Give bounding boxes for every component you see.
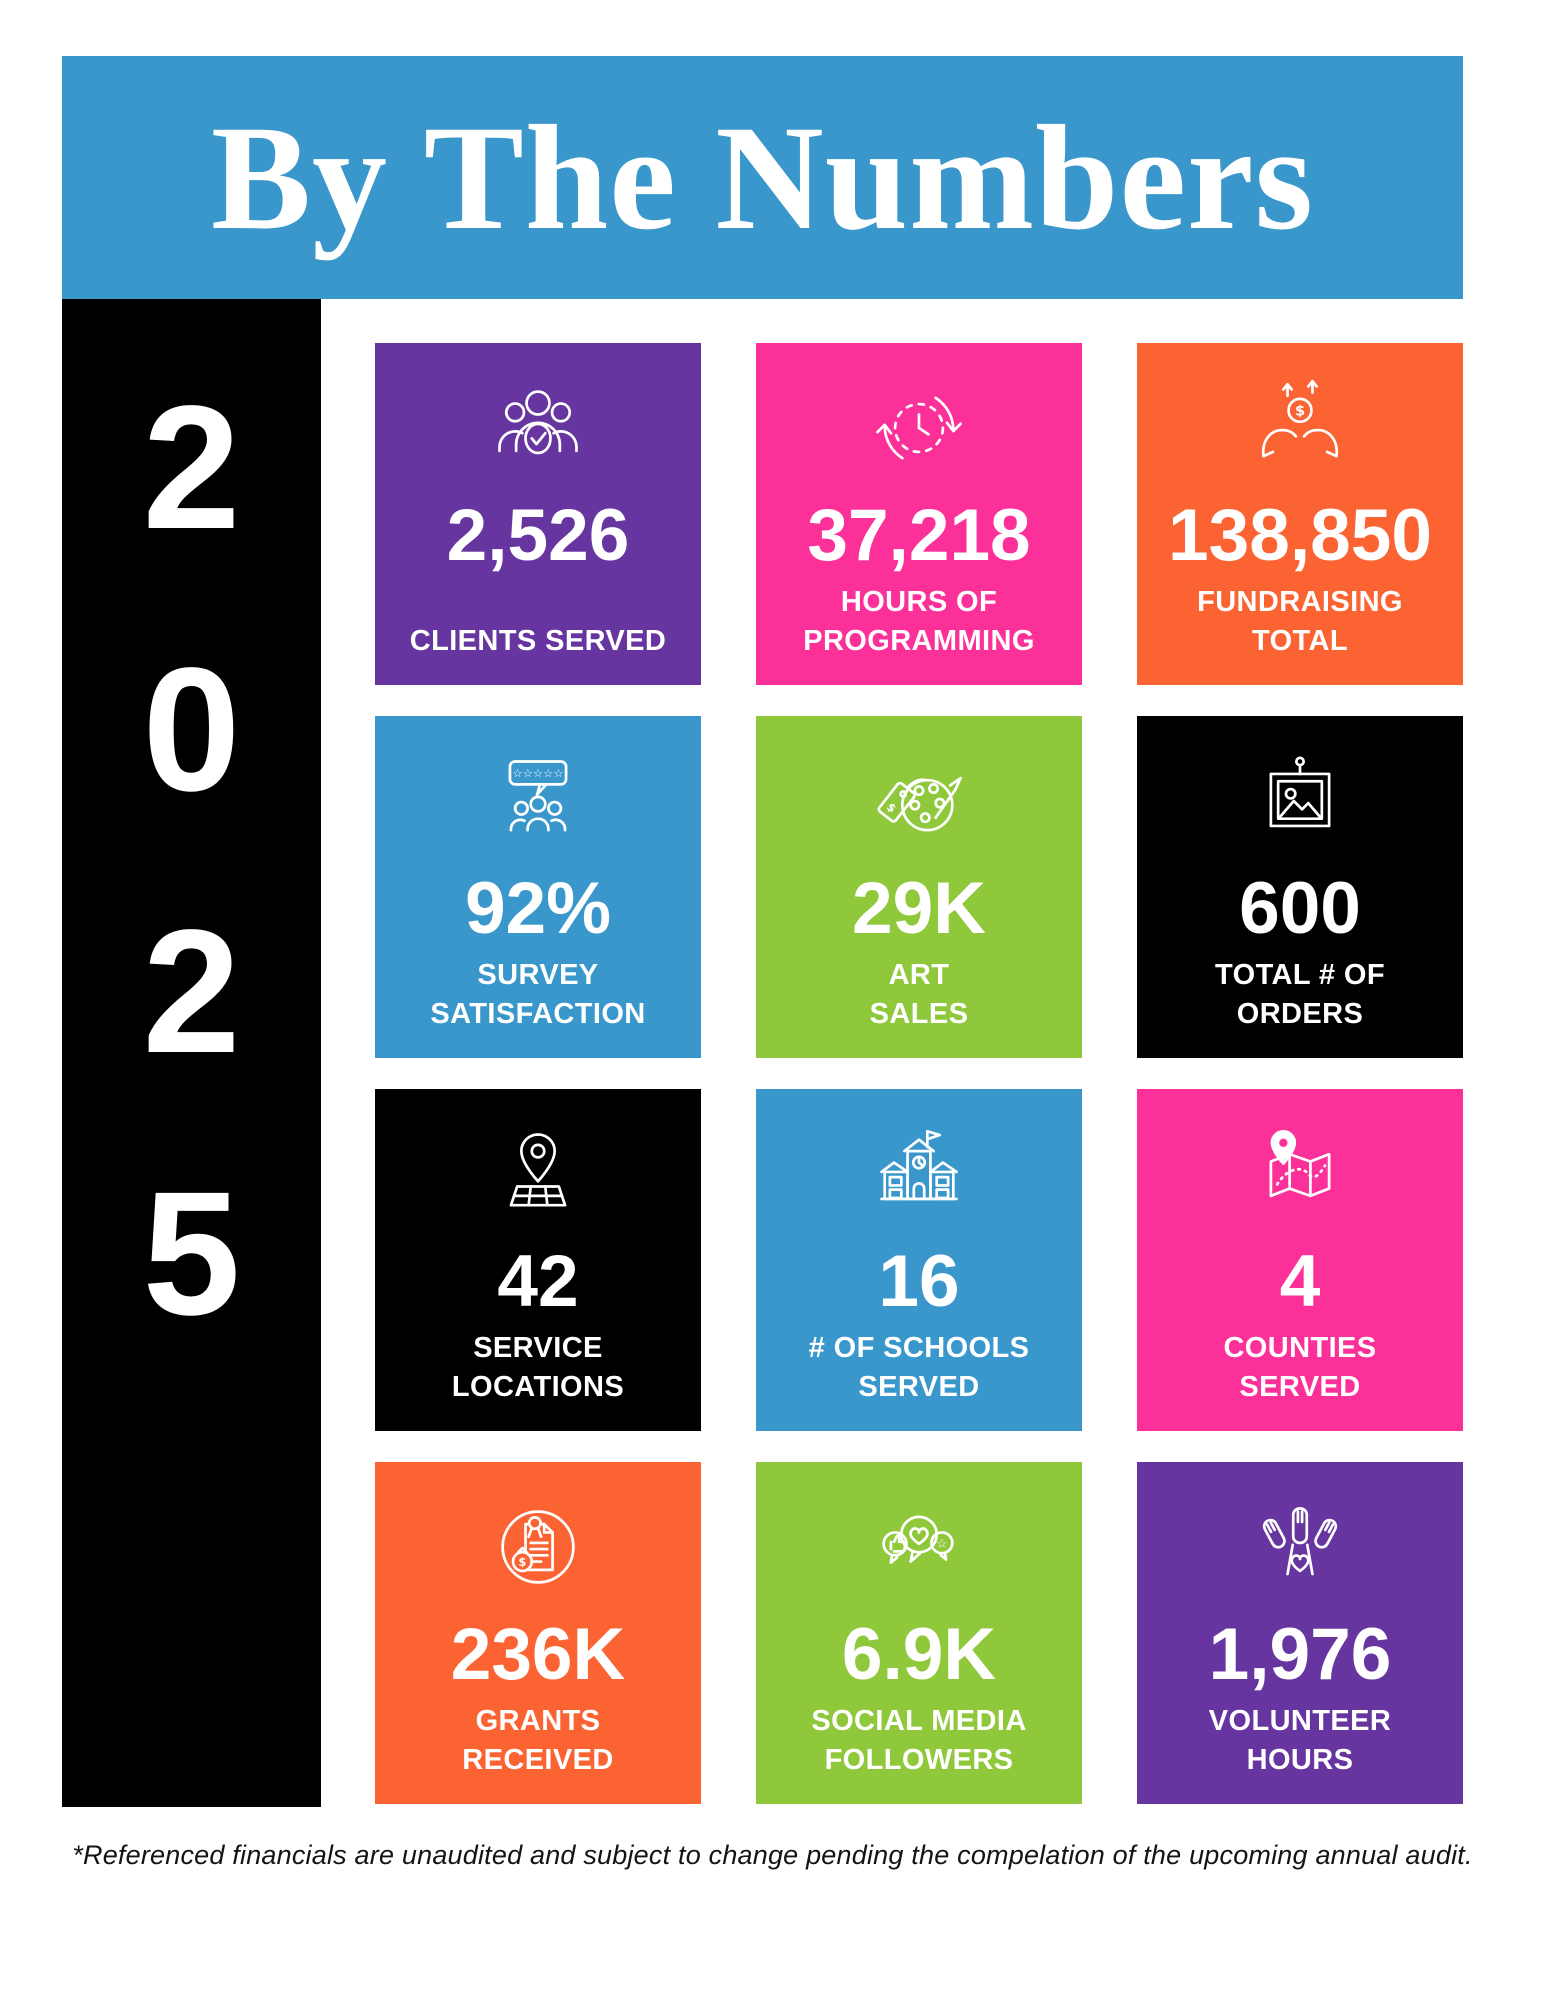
stat-tile-counties-served: 4 COUNTIES SERVED: [1137, 1089, 1463, 1431]
stat-label: SOCIAL MEDIA FOLLOWERS: [811, 1705, 1027, 1777]
svg-text:$: $: [1295, 403, 1305, 420]
stat-label: CLIENTS SERVED: [409, 625, 667, 658]
grant-certificate-icon: $: [486, 1492, 590, 1602]
svg-text:$: $: [884, 800, 899, 816]
star-rating-people-icon: ☆☆☆☆☆: [486, 746, 590, 856]
year-digit: 2: [142, 370, 241, 566]
footnote: *Referenced financials are unaudited and…: [72, 1840, 1473, 1870]
volunteer-hands-icon: [1248, 1492, 1352, 1602]
stat-tile-survey-satisfaction: ☆☆☆☆☆ 92% SURVEY SATISFACTION: [375, 716, 701, 1058]
stat-label: SURVEY SATISFACTION: [430, 959, 646, 1031]
header-banner: By The Numbers: [62, 56, 1463, 299]
stat-label: ART SALES: [869, 959, 969, 1031]
stat-label: FUNDRAISING TOTAL: [1197, 586, 1403, 658]
stat-label: # OF SCHOOLS SERVED: [808, 1332, 1030, 1404]
stat-label: TOTAL # OF ORDERS: [1215, 959, 1385, 1031]
stat-value: 42: [497, 1241, 579, 1322]
map-route-pin-icon: [1248, 1119, 1352, 1229]
stat-label: HOURS OF PROGRAMMING: [803, 586, 1035, 658]
stat-tile-art-sales: $ 29K ART SALES: [756, 716, 1082, 1058]
stat-label: COUNTIES SERVED: [1223, 1332, 1377, 1404]
svg-text:☆: ☆: [936, 1536, 947, 1551]
stat-value: 92%: [464, 868, 612, 949]
hands-money-growth-icon: $: [1248, 373, 1352, 483]
stat-value: 4: [1279, 1241, 1321, 1322]
svg-text:☆☆☆☆☆: ☆☆☆☆☆: [512, 766, 563, 780]
year-digit: 5: [142, 1156, 241, 1352]
stat-tile-schools-served: 16 # OF SCHOOLS SERVED: [756, 1089, 1082, 1431]
stat-tile-fundraising-total: $ 138,850 FUNDRAISING TOTAL: [1137, 343, 1463, 685]
page-title: By The Numbers: [210, 94, 1315, 261]
stat-label: VOLUNTEER HOURS: [1208, 1705, 1392, 1777]
stat-value: 138,850: [1168, 495, 1432, 576]
stat-value: 6.9K: [841, 1614, 997, 1695]
stat-label: SERVICE LOCATIONS: [451, 1332, 625, 1404]
year-digit: 0: [142, 632, 241, 828]
stat-value: 2,526: [446, 495, 630, 576]
stat-tile-grants-received: $ 236K GRANTS RECEIVED: [375, 1462, 701, 1804]
clock-refresh-icon: [867, 373, 971, 483]
stat-value: 600: [1239, 868, 1361, 949]
stat-tile-social-media-followers: ☆ 6.9K SOCIAL MEDIA FOLLOWERS: [756, 1462, 1082, 1804]
people-group-check-icon: [486, 373, 590, 483]
stat-tile-total-orders: 600 TOTAL # OF ORDERS: [1137, 716, 1463, 1058]
year-digit: 2: [142, 894, 241, 1090]
social-bubbles-icon: ☆: [867, 1492, 971, 1602]
stat-tile-service-locations: 42 SERVICE LOCATIONS: [375, 1089, 701, 1431]
stat-value: 29K: [852, 868, 986, 949]
stat-tile-grid: 2,526 CLIENTS SERVED 37,218 HOURS OF PRO…: [375, 343, 1463, 1804]
stat-label: GRANTS RECEIVED: [462, 1705, 614, 1777]
stat-value: 37,218: [807, 495, 1031, 576]
stat-value: 1,976: [1208, 1614, 1392, 1695]
svg-text:$: $: [518, 1555, 526, 1569]
palette-price-tag-icon: $: [867, 746, 971, 856]
year-column: 2 0 2 5: [62, 299, 321, 1807]
stat-value: 16: [878, 1241, 960, 1322]
stat-tile-volunteer-hours: 1,976 VOLUNTEER HOURS: [1137, 1462, 1463, 1804]
stat-value: 236K: [450, 1614, 626, 1695]
stat-tile-hours-of-programming: 37,218 HOURS OF PROGRAMMING: [756, 343, 1082, 685]
map-pin-icon: [486, 1119, 590, 1229]
school-building-icon: [867, 1119, 971, 1229]
picture-frame-icon: [1248, 746, 1352, 856]
stat-tile-clients-served: 2,526 CLIENTS SERVED: [375, 343, 701, 685]
